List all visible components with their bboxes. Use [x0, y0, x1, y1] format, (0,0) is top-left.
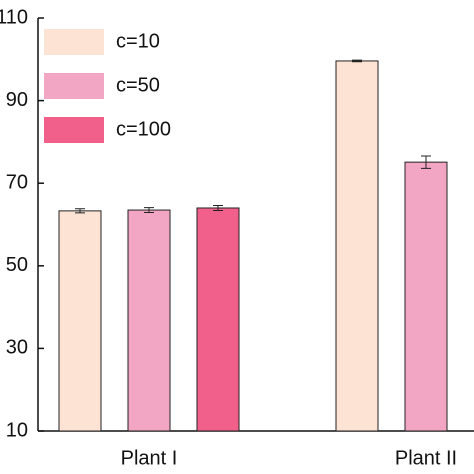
- bar: [196, 207, 240, 432]
- y-tick-label: 70: [6, 171, 28, 193]
- bar: [127, 209, 171, 432]
- y-tick-label: 90: [6, 89, 28, 111]
- bar: [58, 210, 102, 432]
- y-tick-label: 110: [0, 6, 28, 28]
- error-bar: [144, 207, 154, 214]
- bar: [404, 161, 448, 432]
- bar: [335, 60, 379, 432]
- error-bar: [213, 205, 223, 211]
- y-tick-label: 30: [6, 337, 28, 359]
- legend-swatch: [44, 29, 104, 55]
- legend-swatch: [44, 73, 104, 99]
- y-tick-label: 10: [6, 419, 28, 441]
- error-bar: [421, 155, 431, 169]
- error-bar: [352, 59, 362, 63]
- legend-swatch: [44, 117, 104, 143]
- error-bar: [75, 208, 85, 214]
- legend-label: c=100: [116, 118, 171, 140]
- x-tick-label: Plant II: [395, 447, 457, 469]
- legend-label: c=50: [116, 74, 160, 96]
- x-tick-label: Plant I: [121, 447, 178, 469]
- y-tick-label: 50: [6, 254, 28, 276]
- legend-label: c=10: [116, 30, 160, 52]
